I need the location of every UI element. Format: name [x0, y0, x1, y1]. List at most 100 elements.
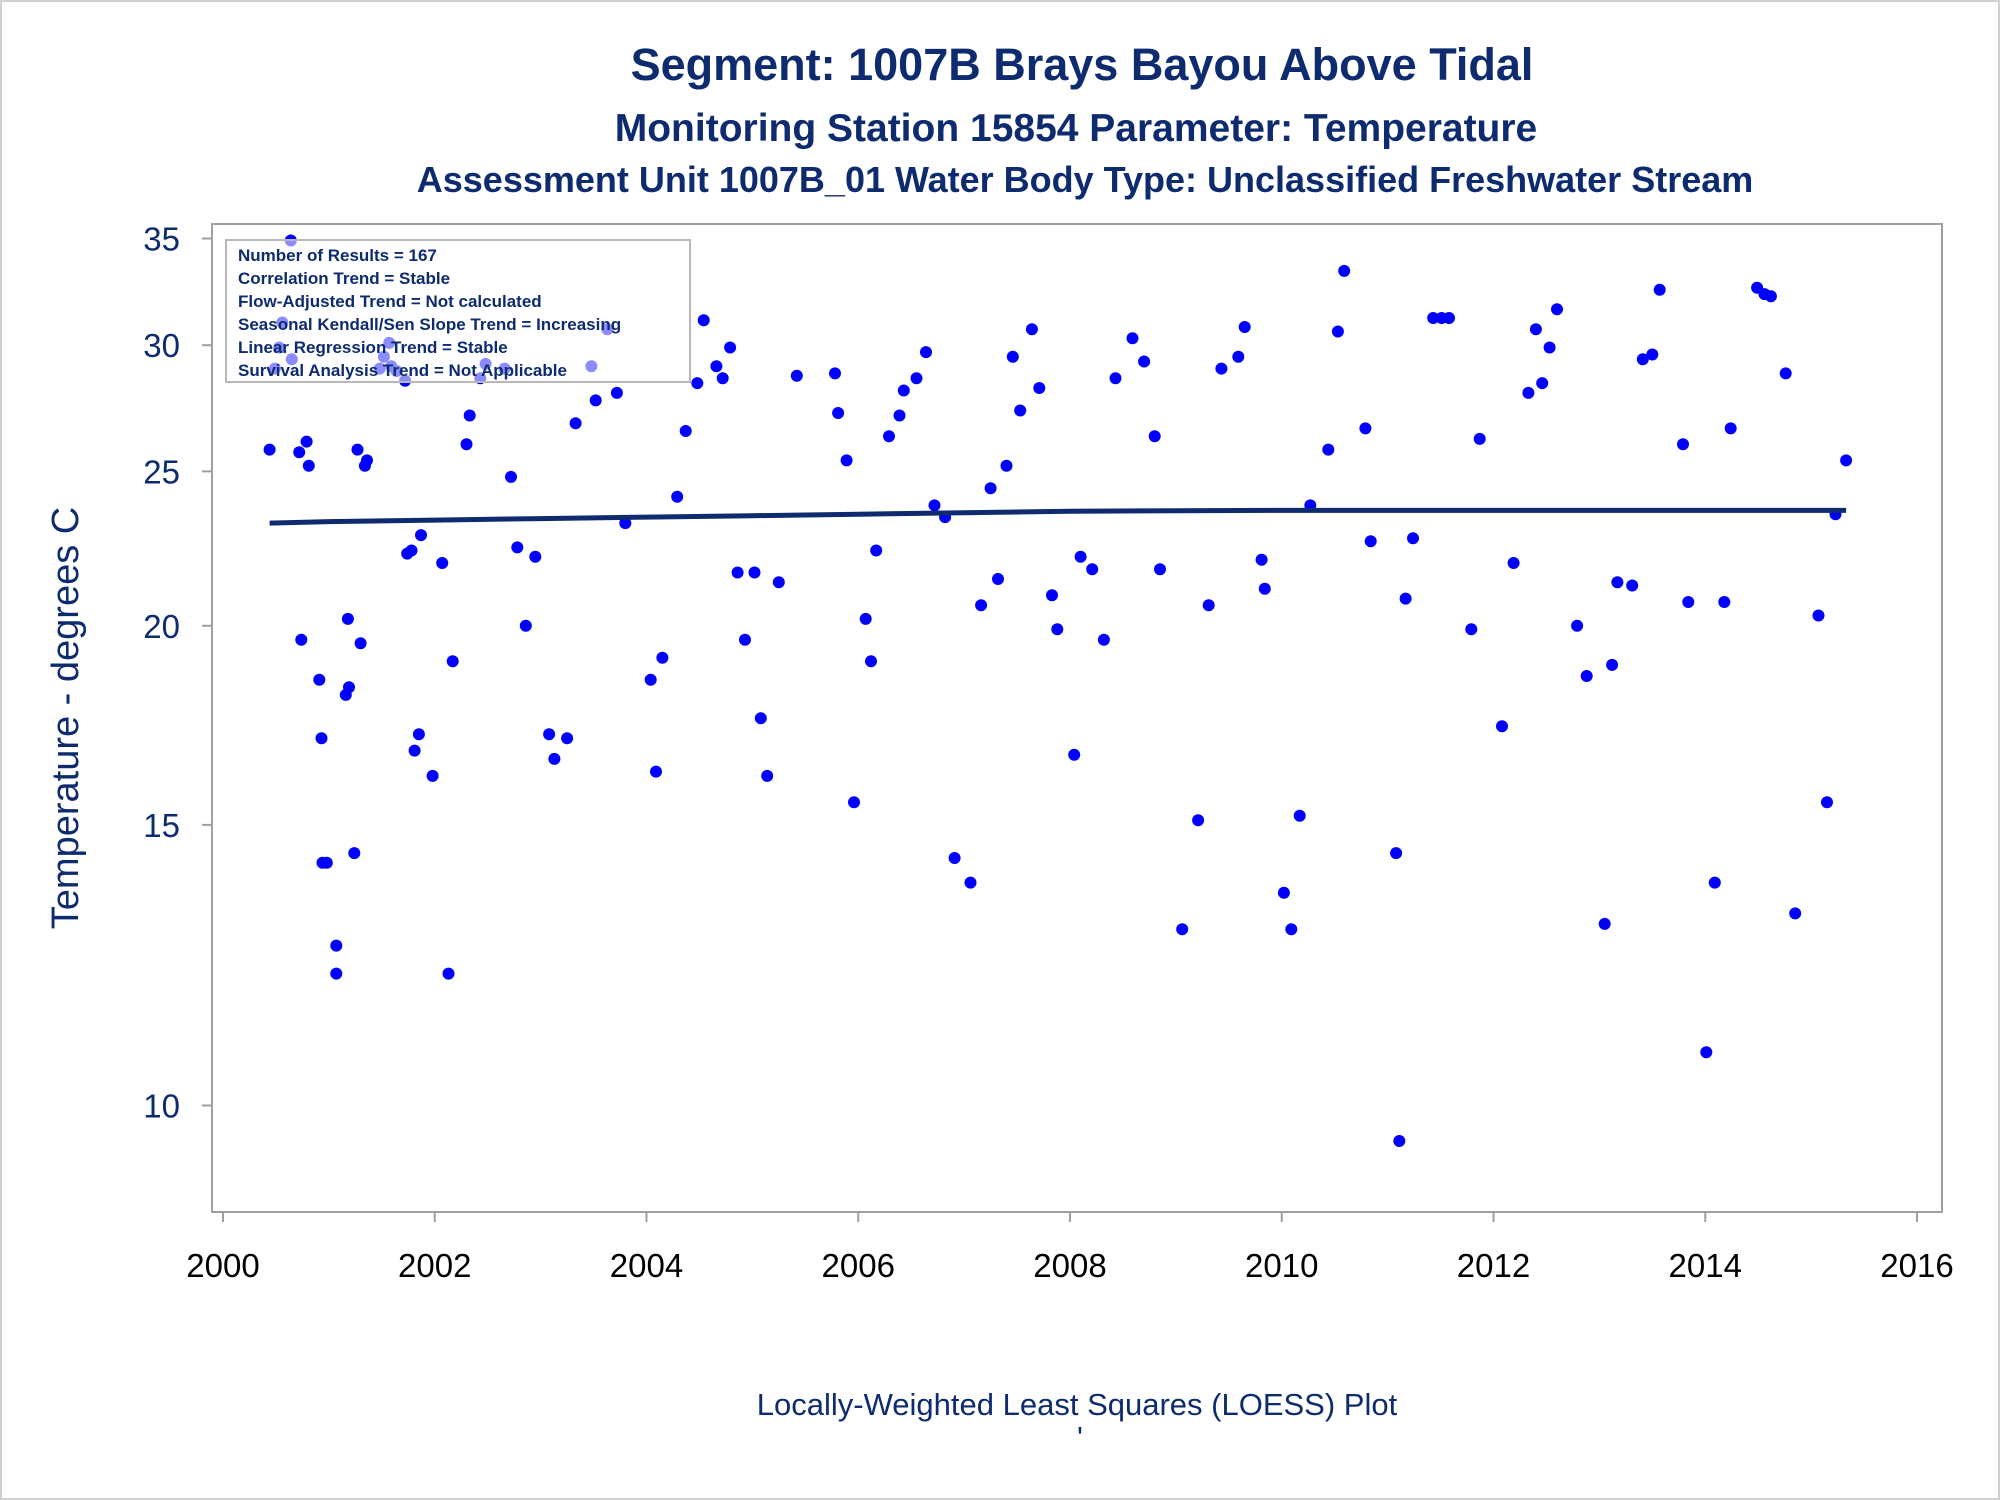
data-point	[1293, 809, 1306, 822]
x-tick-label: 2016	[1880, 1247, 1953, 1284]
data-point	[1192, 814, 1205, 827]
data-point	[883, 430, 895, 443]
data-point	[412, 728, 425, 741]
data-point	[529, 550, 542, 563]
data-point	[870, 544, 883, 557]
data-point	[405, 544, 418, 557]
y-tick-label: 30	[143, 327, 180, 364]
plot-area-frame	[211, 223, 1943, 1213]
data-point	[511, 541, 524, 554]
loess-line	[269, 507, 1847, 526]
y-tick-label: 25	[143, 453, 180, 490]
data-point	[671, 490, 684, 503]
data-point	[1148, 430, 1161, 443]
data-point	[1014, 404, 1027, 417]
data-point	[1598, 917, 1611, 930]
data-point	[436, 557, 449, 569]
data-point	[408, 744, 421, 757]
data-point	[330, 967, 343, 980]
data-point	[569, 417, 582, 430]
data-point	[1025, 323, 1038, 336]
data-point	[829, 367, 841, 380]
x-tick-label: 2008	[1033, 1247, 1106, 1284]
x-tick-label: 2002	[398, 1247, 471, 1284]
data-point	[1708, 876, 1721, 889]
data-point	[1399, 592, 1412, 605]
data-point	[348, 847, 361, 860]
x-tick-label: 2010	[1245, 1247, 1318, 1284]
data-point	[1232, 350, 1245, 363]
data-point	[754, 712, 767, 725]
data-point	[716, 372, 729, 385]
data-point	[1789, 907, 1802, 920]
data-point	[589, 394, 602, 407]
data-point	[446, 655, 459, 668]
data-point	[1465, 623, 1478, 636]
stats-line-seasonal-kendall: Seasonal Kendall/Sen Slope Trend = Incre…	[238, 315, 621, 334]
data-point	[1359, 422, 1372, 435]
y-tick-label: 35	[143, 221, 180, 258]
data-point	[548, 752, 561, 765]
data-point	[992, 573, 1004, 585]
x-axis: 2000 2002 2004 2006 2008 2010 2012 2014 2016	[186, 1212, 1954, 1284]
data-point	[656, 651, 669, 664]
stats-line-results: Number of Results = 167	[238, 246, 437, 265]
data-point	[343, 681, 355, 694]
data-point	[1338, 264, 1351, 277]
data-point	[1718, 596, 1731, 608]
y-axis: 10 15 20 25 30 35	[143, 221, 212, 1125]
data-point	[1529, 323, 1542, 336]
data-point	[263, 443, 276, 456]
data-point	[1551, 303, 1563, 316]
x-tick-label: 2004	[610, 1247, 683, 1284]
stats-line-correlation: Correlation Trend = Stable	[238, 269, 450, 288]
data-point	[748, 566, 761, 579]
data-point	[1606, 658, 1619, 671]
data-point	[1154, 563, 1166, 576]
y-tick-label: 20	[143, 608, 180, 645]
chart-subtitle-2: Assessment Unit 1007B_01 Water Body Type…	[417, 159, 1754, 200]
data-point	[1393, 1135, 1406, 1147]
data-point	[1051, 623, 1064, 636]
footnote: Locally-Weighted Least Squares (LOESS) P…	[757, 1387, 1398, 1422]
data-point	[1646, 348, 1659, 361]
data-point	[1677, 438, 1689, 451]
stats-line-survival: Survival Analysis Trend = Not Applicable	[238, 361, 567, 380]
data-point	[848, 796, 860, 809]
data-point	[710, 360, 723, 373]
data-point	[1086, 563, 1099, 576]
data-point	[354, 637, 367, 650]
data-point	[920, 346, 932, 359]
data-point	[1636, 353, 1649, 366]
data-point	[361, 454, 373, 467]
data-point	[313, 673, 326, 686]
data-point	[1507, 557, 1520, 569]
y-tick-label: 15	[143, 807, 180, 844]
data-point	[893, 409, 906, 422]
data-point	[772, 576, 785, 589]
data-point	[859, 612, 872, 625]
data-point	[1000, 459, 1013, 472]
data-point	[619, 517, 632, 530]
data-point	[293, 446, 306, 459]
data-point	[1779, 367, 1792, 380]
data-point	[679, 425, 692, 437]
data-point	[1571, 619, 1584, 632]
data-point	[505, 470, 517, 483]
data-point	[1068, 748, 1081, 761]
data-point	[1764, 290, 1777, 303]
data-point	[320, 856, 333, 869]
x-tick-label: 2000	[186, 1247, 259, 1284]
data-point	[442, 967, 455, 980]
data-point	[1202, 599, 1215, 612]
data-point	[1812, 609, 1825, 622]
data-point	[865, 655, 877, 668]
x-tick-label: 2012	[1457, 1247, 1530, 1284]
chart-subtitle: Monitoring Station 15854 Parameter: Temp…	[615, 107, 1538, 150]
y-tick-label: 10	[143, 1088, 180, 1125]
data-point	[650, 765, 662, 778]
data-point	[415, 529, 427, 542]
data-point	[1046, 589, 1058, 602]
data-point	[840, 454, 853, 467]
